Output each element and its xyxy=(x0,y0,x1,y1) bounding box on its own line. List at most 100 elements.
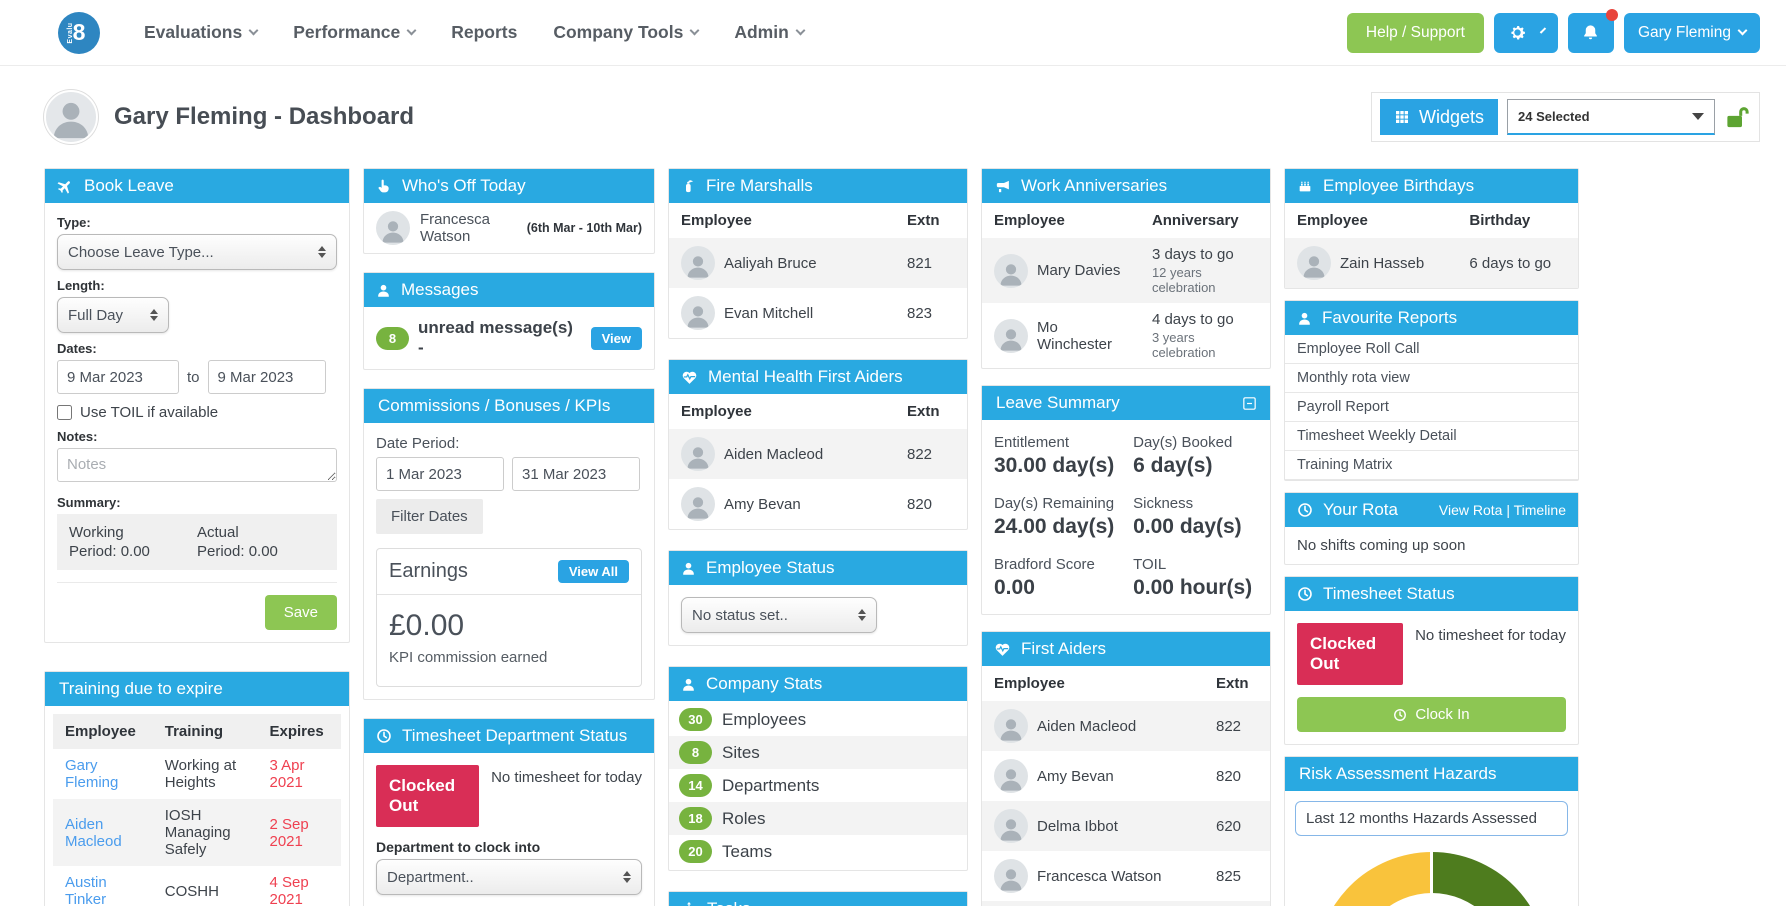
anniversaries-table: Employee Anniversary Mary Davies 3 days … xyxy=(982,203,1270,368)
count-badge: 18 xyxy=(679,807,712,830)
select-arrows-icon xyxy=(623,871,631,883)
clock-icon xyxy=(1393,708,1407,722)
menu-item-reports[interactable]: Reports xyxy=(451,22,518,42)
leave-stat: Entitlement 30.00 day(s) xyxy=(994,434,1115,477)
stat-sites: 8 Sites xyxy=(669,736,967,769)
logo-brand-text: Evalu xyxy=(67,21,75,44)
clock-icon xyxy=(1297,502,1313,518)
first-aiders-table: Employee Extn Aiden Macleod 822 Amy Bevan… xyxy=(982,666,1270,906)
employee-link[interactable]: Aiden Macleod xyxy=(65,815,122,850)
leave-type-select[interactable]: Choose Leave Type... xyxy=(57,234,337,270)
anniversary-detail: 3 years celebration xyxy=(1151,330,1216,360)
clock-in-button[interactable]: Clock In xyxy=(1297,697,1566,732)
use-toil-checkbox-row[interactable]: Use TOIL if available xyxy=(57,404,337,421)
person-name: Mary Davies xyxy=(1037,262,1121,279)
leave-length-select[interactable]: Full Day xyxy=(57,297,169,333)
chevron-down-icon xyxy=(1539,27,1547,34)
department-select[interactable]: Department.. xyxy=(376,859,642,895)
table-row: Mo Winchester624 xyxy=(982,901,1270,906)
employee-link[interactable]: Gary Fleming xyxy=(65,757,119,791)
mental-health-table: Employee Extn Aiden Macleod 822 Amy Bevan… xyxy=(669,394,967,529)
unlock-icon[interactable] xyxy=(1724,104,1751,131)
menu-item-admin[interactable]: Admin xyxy=(734,22,806,43)
widget-mental-health-first-aiders: Mental Health First Aiders Employee Extn… xyxy=(668,359,968,530)
stat-departments: 14 Departments xyxy=(669,769,967,802)
birthdays-table: Employee Birthday Zain Hasseb 6 days to … xyxy=(1285,203,1578,288)
count-badge: 20 xyxy=(679,840,712,863)
anniversary-detail: 12 years celebration xyxy=(1151,265,1216,295)
widgets-selected-dropdown[interactable]: 24 Selected xyxy=(1507,99,1715,135)
gear-icon xyxy=(1508,23,1527,42)
navbar-actions: Help / Support Gary Fleming xyxy=(1346,8,1760,53)
working-title: Working xyxy=(69,524,124,541)
collapse-icon[interactable] xyxy=(1241,395,1258,412)
filter-dates-button[interactable]: Filter Dates xyxy=(376,499,483,534)
menu-item-evaluations[interactable]: Evaluations xyxy=(144,22,259,43)
chevron-down-icon xyxy=(248,25,259,36)
settings-button[interactable] xyxy=(1493,12,1558,53)
report-link-timesheet-weekly-detail[interactable]: Timesheet Weekly Detail xyxy=(1285,422,1578,451)
earnings-amount: £0.00 xyxy=(389,609,465,642)
save-button[interactable]: Save xyxy=(264,595,337,630)
widget-title: Work Anniversaries xyxy=(1021,176,1168,195)
period-from-input[interactable] xyxy=(376,457,504,491)
notes-textarea[interactable] xyxy=(57,448,337,482)
timesheet-note: No timesheet for today xyxy=(491,769,642,786)
employee-link[interactable]: Austin Tinker xyxy=(65,874,107,906)
employee-status-select[interactable]: No status set.. xyxy=(681,597,877,633)
report-link-monthly-rota-view[interactable]: Monthly rota view xyxy=(1285,364,1578,393)
length-label: Length: xyxy=(57,278,105,293)
birthday-when: 6 days to go xyxy=(1469,254,1552,272)
widgets-button[interactable]: Widgets xyxy=(1379,99,1498,135)
avatar xyxy=(994,318,1028,353)
menu-item-performance[interactable]: Performance xyxy=(293,22,417,43)
stat-employees: 30 Employees xyxy=(669,703,967,736)
widget-title: Fire Marshalls xyxy=(706,176,813,195)
extn-value: 624 xyxy=(1204,901,1270,906)
widget-title: Risk Assessment Hazards xyxy=(1299,764,1497,783)
working-period: Period: 0.00 xyxy=(69,543,150,560)
widget-commissions: Commissions / Bonuses / KPIs Date Period… xyxy=(363,388,655,700)
use-toil-checkbox[interactable] xyxy=(57,405,72,420)
widget-employee-status: Employee Status No status set.. xyxy=(668,550,968,646)
person-icon xyxy=(681,561,696,576)
widget-whos-off-today: Who's Off Today Francesca Watson (6th Ma… xyxy=(363,168,655,254)
favourite-reports-list: Employee Roll Call Monthly rota view Pay… xyxy=(1285,335,1578,480)
widget-title: Employee Birthdays xyxy=(1323,176,1475,195)
clocked-out-badge: Clocked Out xyxy=(1297,623,1404,685)
report-link-payroll-report[interactable]: Payroll Report xyxy=(1285,393,1578,422)
widget-fire-marshalls: Fire Marshalls Employee Extn Aaliyah Bru… xyxy=(668,168,968,339)
training-table: Employee Training Expires Gary Fleming Wo… xyxy=(53,714,341,906)
help-support-button[interactable]: Help / Support xyxy=(1346,12,1484,53)
select-arrows-icon xyxy=(858,609,866,621)
app-logo[interactable]: Evalu 8 xyxy=(58,11,100,54)
date-from-input[interactable] xyxy=(57,360,179,394)
person-name: Amy Bevan xyxy=(1037,767,1114,785)
widget-title: Timesheet Status xyxy=(1323,584,1455,603)
view-all-button[interactable]: View All xyxy=(557,560,629,583)
table-row: Evan Mitchell 823 xyxy=(669,288,967,338)
period-to-input[interactable] xyxy=(512,457,640,491)
unread-text: unread message(s) - xyxy=(418,318,573,357)
heartbeat-icon xyxy=(681,369,698,386)
menu-item-company-tools[interactable]: Company Tools xyxy=(553,22,700,43)
person-icon xyxy=(376,283,391,298)
view-messages-button[interactable]: View xyxy=(590,326,642,350)
leave-stat: Sickness 0.00 day(s) xyxy=(1133,495,1242,538)
widget-title: Messages xyxy=(401,280,479,299)
widget-title: Timesheet Department Status xyxy=(402,726,628,745)
page-title: Gary Fleming - Dashboard xyxy=(114,103,415,130)
extn-value: 620 xyxy=(1216,817,1242,835)
date-range: (6th Mar - 10th Mar) xyxy=(526,221,642,235)
widget-company-stats: Company Stats 30 Employees 8 Sites 14 Depar… xyxy=(668,666,968,871)
hazards-filter-select[interactable]: Last 12 months Hazards Assessed xyxy=(1295,801,1568,836)
report-link-employee-roll-call[interactable]: Employee Roll Call xyxy=(1285,335,1578,364)
notifications-button[interactable] xyxy=(1567,8,1618,53)
view-rota-timeline-links[interactable]: View Rota | Timeline xyxy=(1438,502,1566,518)
user-menu-button[interactable]: Gary Fleming xyxy=(1623,12,1760,53)
avatar xyxy=(994,709,1028,743)
avatar xyxy=(994,809,1028,843)
report-link-training-matrix[interactable]: Training Matrix xyxy=(1285,451,1578,480)
company-stats-list: 30 Employees 8 Sites 14 Departments 18 Roles… xyxy=(669,701,967,870)
date-to-input[interactable] xyxy=(207,360,326,394)
